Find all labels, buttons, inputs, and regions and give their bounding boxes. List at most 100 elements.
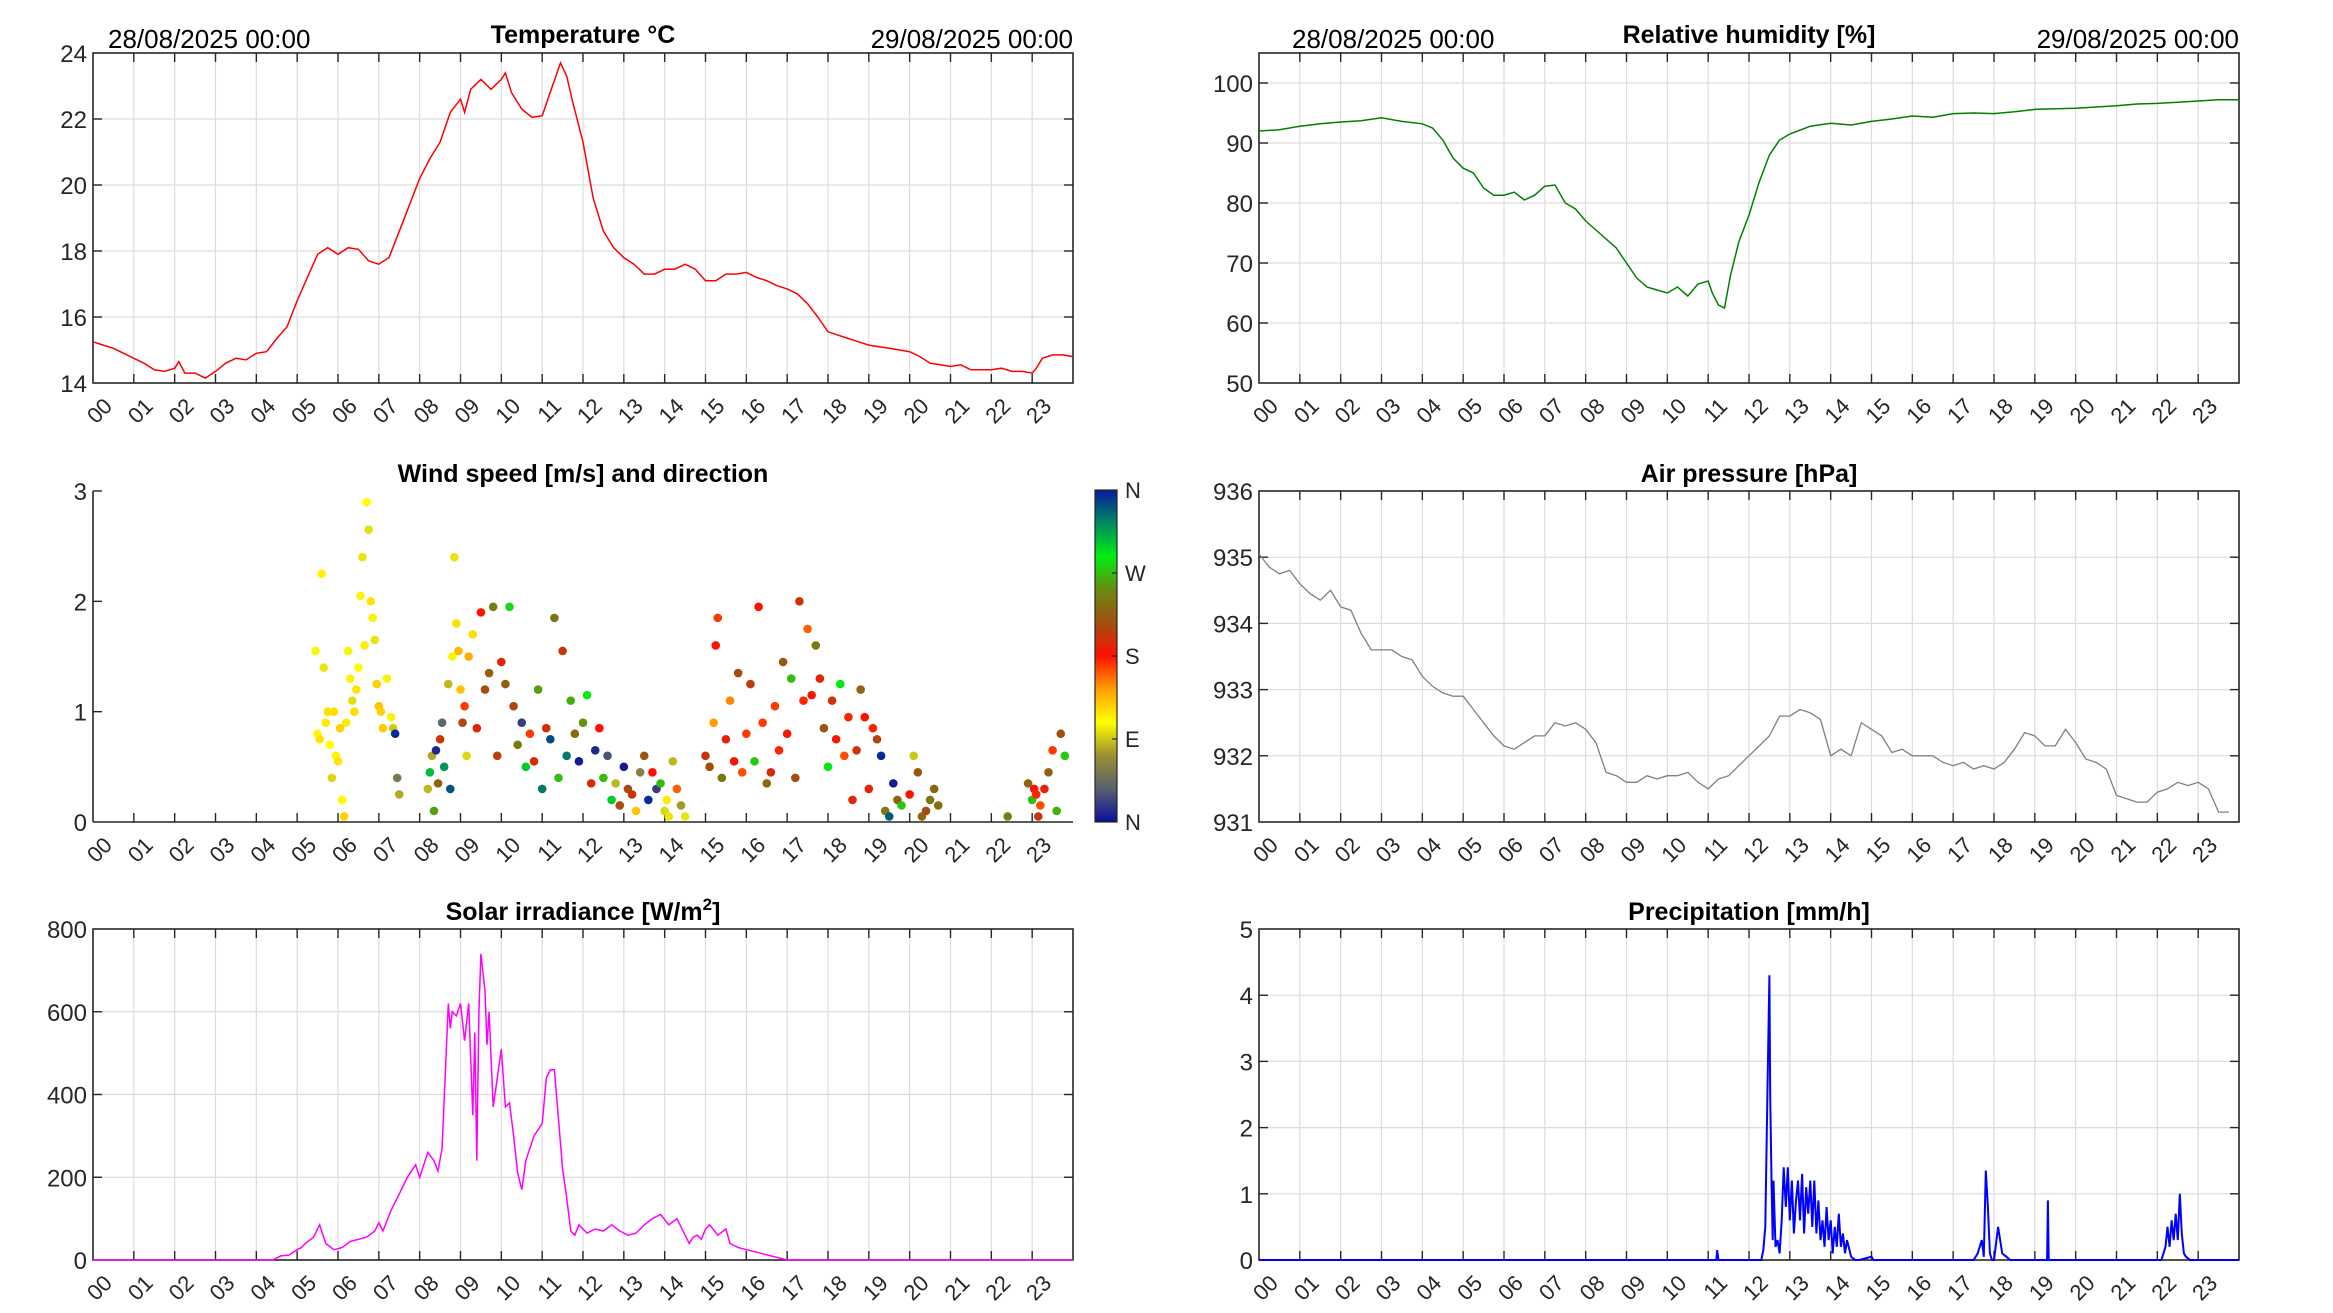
wind-point [550,613,559,623]
solar-data-point [1072,1259,1073,1260]
wind-point [423,784,433,794]
wind-point [595,723,604,733]
humidity-data-point [1730,274,1731,275]
humidity-data-point [1697,283,1698,284]
pressure-data-point [1983,765,1984,766]
solar-data-point [407,1177,408,1178]
wind-point [356,591,365,601]
wind-point [1023,779,1033,788]
y-tick-label: 2 [1240,1116,1253,1143]
precipitation-data-point [1779,1253,1780,1254]
wind-point [603,751,612,761]
pressure-data-point [1503,745,1504,746]
temperature-data-point [178,361,179,362]
wind-point [458,718,467,727]
solar-data-point [762,1253,763,1254]
precipitation-data-point [1977,1253,1978,1254]
wind-point [711,641,721,650]
wind-point [1033,812,1043,821]
humidity-data-point [2034,109,2035,110]
temperature-data-point [899,349,900,350]
wind-point [497,657,506,667]
humidity-data-point [1891,118,1892,119]
temperature-data-point [838,335,839,336]
wind-point [835,679,845,689]
solar-data-point [468,1003,469,1004]
precipitation-data-point [2161,1259,2162,1260]
wind-point [607,795,616,805]
precipitation-data-point [1855,1259,1856,1260]
pressure-data-point [2065,729,2066,730]
temperature-data-point [868,344,869,345]
solar-data-point [474,1032,475,1033]
humidity-data-point [1718,304,1719,305]
wind-point [476,608,486,617]
solar-data-point [684,1235,685,1236]
wind-point [394,790,404,799]
pressure-axes: 00 01 02 03 04 05 06 07 08 09 10 11 12 13 14 15 16 17 18 19… [1213,479,2240,867]
wind-point [705,762,714,772]
wind-point [372,679,382,689]
temperature-data-point [633,264,634,265]
precipitation-data-point [1997,1226,1998,1227]
pressure-data-point [1636,782,1637,783]
solar-data-point [570,1230,571,1231]
precipitation-data-point [1787,1167,1788,1168]
solar-data-point [419,1177,420,1178]
solar-data-point [480,953,481,954]
wind-point [321,718,331,727]
temperature-data-point [797,293,798,294]
temperature-data-point [184,373,185,374]
precipitation-data-point [1791,1180,1792,1181]
humidity-data-point [1595,229,1596,230]
precipitation-data-point [1826,1206,1827,1207]
wind-point [452,619,461,628]
wind-point [317,569,326,579]
wind-point [1031,790,1041,799]
temperature-data-point [919,356,920,357]
precipitation-data-point [1838,1213,1839,1214]
temperature-data-point [940,364,941,365]
pressure-data-point [1708,788,1709,789]
wind-direction-colorbar: N E S W N [1094,478,1146,835]
y-tick-label: 200 [47,1165,87,1192]
solar-data-point [697,1235,698,1236]
pressure-data-point [1759,745,1760,746]
temperature-data-point [807,303,808,304]
wind-point [774,745,784,755]
solar-data-point [460,1003,461,1004]
precipitation-data-point [1718,1259,1719,1260]
wind-point [819,723,829,733]
temperature-data-point [776,285,777,286]
temperature-series-line [92,60,1074,379]
wind-point [750,757,759,766]
solar-data-point [280,1255,281,1256]
solar-data-point [778,1257,779,1258]
wind-point [574,757,584,766]
temperature-data-point [464,112,465,113]
wind-point [450,552,459,562]
pressure-data-point [1350,610,1351,611]
solar-data-point [770,1255,771,1256]
pressure-data-point [1330,590,1331,591]
precipitation-data-point [2189,1259,2190,1260]
precipitation-data-point [2048,1259,2049,1260]
solar-data-point [427,1152,428,1153]
wind-point [433,779,443,788]
solar-data-point [676,1218,677,1219]
solar-data-point [660,1214,661,1215]
solar-data-point [611,1224,612,1225]
wind-point [925,795,935,805]
humidity-data-point [2238,99,2239,100]
wind-point [517,718,527,727]
temperature-data-point [664,269,665,270]
pressure-data-point [1891,752,1892,753]
temperature-data-point [276,338,277,339]
y-tick-label: 70 [1226,251,1253,278]
precipitation-data-point [1973,1259,1974,1260]
humidity-data-point [1993,113,1994,114]
precipitation-data-point [1846,1240,1847,1241]
pressure-data-point [1861,722,1862,723]
wind-point [811,641,821,650]
temperature-data-point [123,353,124,354]
